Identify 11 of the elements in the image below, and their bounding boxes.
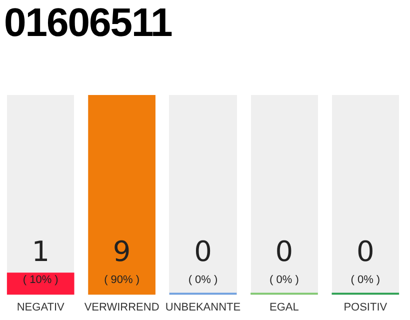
x-tick-label: UNBEKANNTE	[165, 301, 241, 314]
data-label: 1 ( 10% )	[22, 234, 58, 286]
x-tick-label: EGAL	[270, 301, 299, 314]
data-label: 0 ( 0% )	[270, 234, 299, 286]
x-tick-label: VERWIRREND	[84, 301, 160, 314]
x-tick-label: POSITIV	[344, 301, 388, 314]
data-label: 9 ( 90% )	[104, 234, 140, 286]
chart-title: 01606511	[4, 0, 172, 46]
x-tick-label: NEGATIV	[16, 301, 65, 314]
data-label: 0 ( 0% )	[188, 234, 218, 286]
data-label: 0 ( 0% )	[350, 234, 380, 286]
